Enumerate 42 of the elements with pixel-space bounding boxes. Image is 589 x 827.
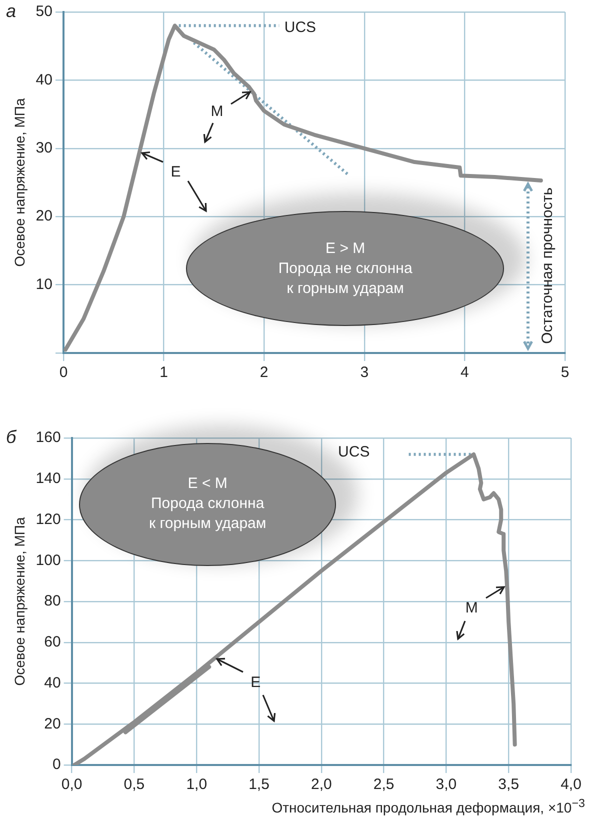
- x-tick-label: 3: [360, 364, 369, 382]
- x-tick-label: 0,0: [61, 776, 82, 794]
- chart-title: а: [6, 1, 16, 21]
- y-tick-label: 30: [36, 140, 52, 157]
- y-axis-title: Осевое напряжение, МПа: [11, 98, 28, 267]
- y-tick-label: 50: [36, 3, 52, 20]
- x-tick-label: 5: [560, 364, 570, 382]
- annotation: E: [170, 163, 181, 180]
- x-tick-label: 4,0: [560, 776, 582, 794]
- oval-callout: E < M Порода склонна к горным ударам: [79, 442, 336, 566]
- y-tick-label: 80: [44, 592, 61, 610]
- x-axis-title: Относительная продольная деформация, ×10$^{−3}$: [270, 797, 586, 816]
- annotation: Остаточная прочность: [539, 187, 556, 344]
- annotation: UCS: [284, 18, 316, 36]
- y-tick-label: 140: [36, 470, 61, 488]
- annotation: M: [465, 599, 478, 616]
- x-tick-label: 4: [460, 364, 469, 382]
- x-tick-label: 2,0: [310, 776, 332, 794]
- annotation: UCS: [338, 444, 370, 461]
- annotation: E: [250, 674, 261, 691]
- y-tick-label: 10: [36, 276, 52, 293]
- x-tick-label: 1,5: [248, 776, 270, 794]
- y-tick-label: 40: [44, 674, 61, 692]
- y-tick-label: 120: [36, 510, 61, 528]
- y-tick-label: 40: [36, 71, 52, 88]
- x-tick-label: 2: [260, 364, 268, 382]
- chart-title: б: [6, 427, 17, 447]
- x-tick-label: 3,5: [498, 776, 520, 794]
- y-tick-label: 20: [36, 208, 52, 225]
- y-tick-label: 0: [52, 756, 61, 774]
- oval-callout: E > M Порода не склонна к горным ударам: [186, 211, 504, 326]
- y-tick-label: 20: [44, 715, 61, 732]
- x-tick-label: 3,0: [436, 776, 457, 794]
- y-tick-label: 60: [44, 634, 61, 651]
- y-axis-title: Осевое напряжение, МПа: [11, 517, 28, 686]
- x-tick-label: 2,5: [373, 776, 394, 794]
- y-tick-label: 160: [36, 429, 61, 446]
- x-tick-label: 1,0: [186, 776, 208, 794]
- x-tick-label: 0,5: [124, 776, 145, 794]
- y-tick-label: 100: [36, 552, 61, 569]
- x-tick-label: 1: [160, 364, 168, 382]
- annotation: M: [210, 102, 224, 120]
